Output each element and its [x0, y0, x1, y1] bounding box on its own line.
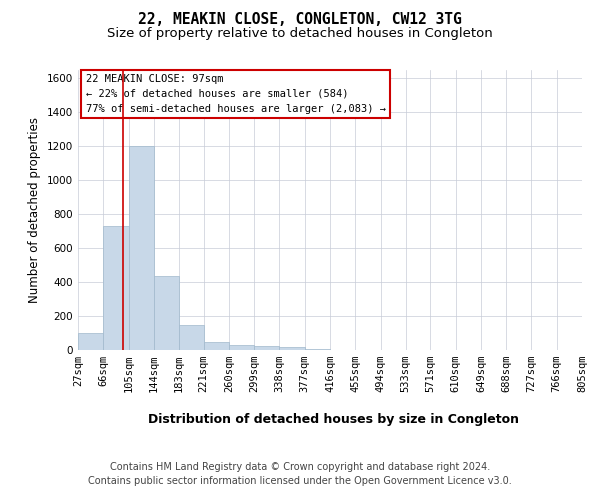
Text: Contains public sector information licensed under the Open Government Licence v3: Contains public sector information licen…: [88, 476, 512, 486]
Bar: [203, 342, 229, 350]
Bar: [154, 276, 179, 350]
Bar: [254, 346, 280, 350]
Bar: [128, 146, 154, 350]
Text: Distribution of detached houses by size in Congleton: Distribution of detached houses by size …: [148, 412, 518, 426]
Bar: [103, 226, 128, 350]
Bar: [280, 348, 305, 350]
Y-axis label: Number of detached properties: Number of detached properties: [28, 117, 41, 303]
Bar: [179, 326, 203, 350]
Bar: [305, 349, 330, 350]
Text: 22 MEAKIN CLOSE: 97sqm
← 22% of detached houses are smaller (584)
77% of semi-de: 22 MEAKIN CLOSE: 97sqm ← 22% of detached…: [86, 74, 386, 114]
Bar: [229, 345, 254, 350]
Text: Size of property relative to detached houses in Congleton: Size of property relative to detached ho…: [107, 28, 493, 40]
Text: Contains HM Land Registry data © Crown copyright and database right 2024.: Contains HM Land Registry data © Crown c…: [110, 462, 490, 472]
Text: 22, MEAKIN CLOSE, CONGLETON, CW12 3TG: 22, MEAKIN CLOSE, CONGLETON, CW12 3TG: [138, 12, 462, 28]
Bar: [78, 333, 103, 350]
